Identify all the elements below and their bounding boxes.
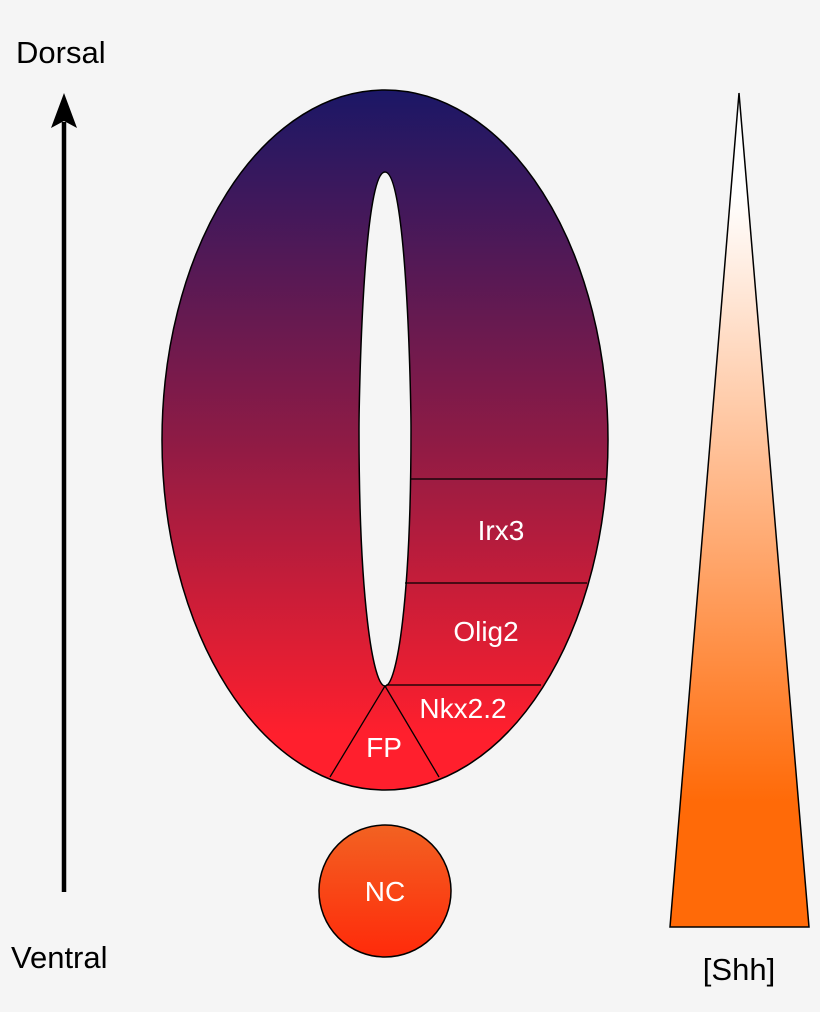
ventral-label: Ventral <box>11 940 108 975</box>
neural-tube: Irx3 Olig2 Nkx2.2 FP <box>161 89 609 791</box>
neural-tube-wall <box>161 89 609 791</box>
shh-label: [Shh] <box>703 952 775 987</box>
floor-plate-left-boundary <box>329 685 386 778</box>
dorsal-label: Dorsal <box>16 35 106 70</box>
domain-label-nkx22: Nkx2.2 <box>419 693 506 724</box>
shh-gradient: [Shh] <box>669 92 810 987</box>
domain-label-olig2: Olig2 <box>453 616 518 647</box>
dorsoventral-arrow <box>51 93 77 892</box>
notochord: NC <box>318 824 452 958</box>
floor-plate-right-boundary <box>384 685 440 778</box>
notochord-circle <box>318 824 452 958</box>
notochord-label: NC <box>365 876 405 907</box>
domain-label-irx3: Irx3 <box>478 515 525 546</box>
domain-label-floor-plate: FP <box>366 732 402 763</box>
shh-gradient-triangle <box>669 92 810 928</box>
